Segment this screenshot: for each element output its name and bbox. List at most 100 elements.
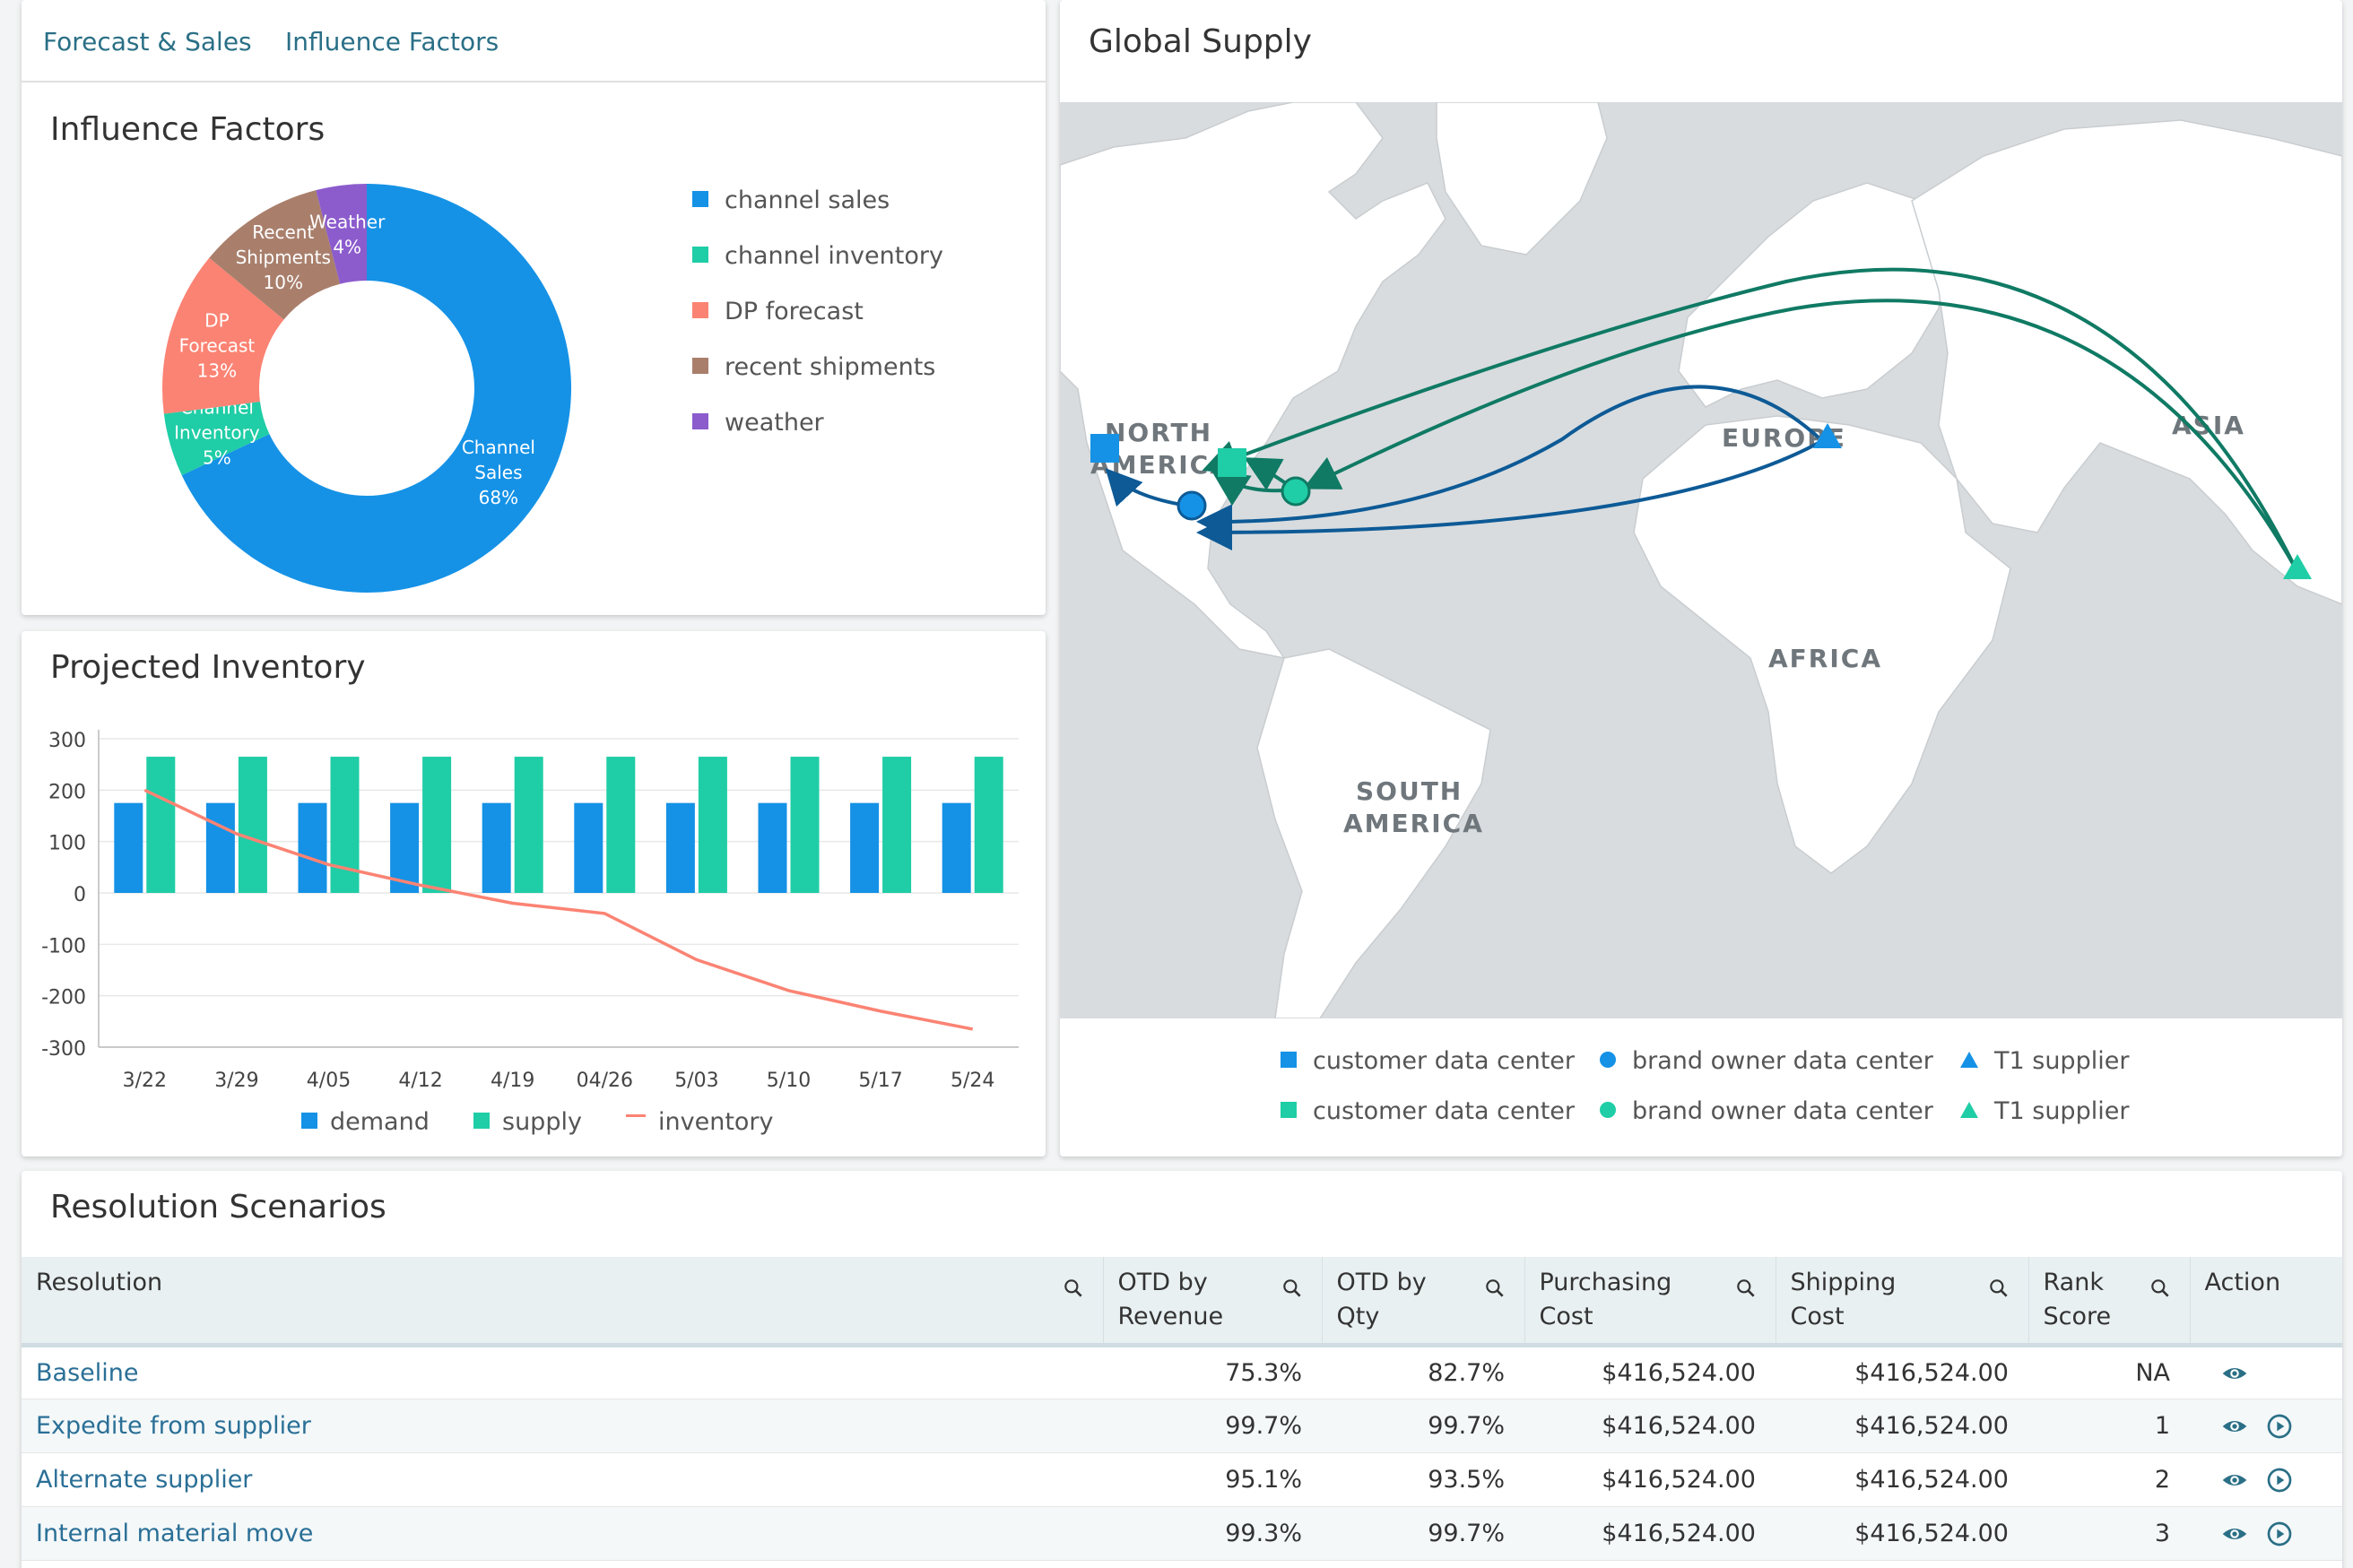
rank-score-cell: 3 xyxy=(2154,1520,2170,1547)
donut-slice-label: Recent xyxy=(252,221,314,243)
bar-demand xyxy=(758,802,787,893)
customer-data-center-marker-green[interactable] xyxy=(1218,448,1246,477)
route-blue-europe-to-brand-owner[interactable] xyxy=(1196,385,1820,541)
legend-dp-forecast[interactable]: DP forecast xyxy=(692,298,864,325)
otd-qty-cell: 82.7% xyxy=(1428,1359,1505,1387)
scenario-name-link[interactable]: Internal material move xyxy=(36,1520,314,1547)
play-circle-icon[interactable] xyxy=(2265,1520,2294,1548)
search-icon[interactable] xyxy=(1734,1277,1758,1300)
scenario-name-link[interactable]: Expedite from supplier xyxy=(36,1412,311,1440)
legend-weather[interactable]: weather xyxy=(692,409,824,437)
land-north-america xyxy=(1060,102,1446,660)
shipping-cost-cell: $416,524.00 xyxy=(1854,1359,2009,1387)
action-cell xyxy=(2190,1346,2342,1399)
legend-label: channel sales xyxy=(725,186,890,214)
column-header-otd-revenue[interactable]: OTD by Revenue xyxy=(1103,1257,1323,1346)
scenario-name-link[interactable]: Alternate supplier xyxy=(36,1466,253,1494)
donut-slice-recent-shipments[interactable] xyxy=(209,190,341,320)
route-green-asia-to-customer[interactable] xyxy=(1202,267,2297,569)
square-icon xyxy=(1281,1101,1297,1118)
donut-slice-label: Shipments xyxy=(236,247,331,268)
resolution-table: Resolution OTD by Revenue OTD by Qty Purch… xyxy=(22,1257,2342,1561)
map-legend-customer-green[interactable]: customer data center xyxy=(1281,1097,1575,1125)
map-legend-brand-owner-blue[interactable]: brand owner data center xyxy=(1600,1047,1933,1075)
legend-recent-shipments[interactable]: recent shipments xyxy=(692,353,935,381)
column-header-otd-qty[interactable]: OTD by Qty xyxy=(1322,1257,1525,1346)
x-tick-label: 3/29 xyxy=(214,1070,258,1092)
y-tick-label: -200 xyxy=(41,987,86,1009)
column-header-purchasing-cost[interactable]: Purchasing Cost xyxy=(1524,1257,1776,1346)
search-icon[interactable] xyxy=(1987,1277,2010,1300)
eye-icon[interactable] xyxy=(2220,1412,2249,1441)
customer-data-center-marker-blue[interactable] xyxy=(1090,434,1119,463)
search-icon[interactable] xyxy=(1483,1277,1506,1300)
donut-slice-channel-inventory[interactable] xyxy=(163,402,270,476)
column-header-rank-score[interactable]: Rank Score xyxy=(2028,1257,2191,1346)
legend-demand[interactable]: demand xyxy=(301,1108,430,1136)
legend-channel-sales[interactable]: channel sales xyxy=(692,186,890,214)
purchasing-cost-cell: $416,524.00 xyxy=(1602,1466,1756,1494)
x-tick-label: 4/12 xyxy=(398,1070,442,1092)
search-icon[interactable] xyxy=(1281,1277,1304,1300)
table-row[interactable]: Expedite from supplier 99.7% 99.7% $416,524… xyxy=(22,1399,2342,1453)
donut-slice-label: Inventory xyxy=(174,422,260,444)
donut-slice-channel-sales[interactable] xyxy=(181,184,571,593)
scenario-name-link[interactable]: Baseline xyxy=(36,1359,139,1387)
y-tick-label: 300 xyxy=(48,730,86,752)
x-tick-label: 04/26 xyxy=(577,1070,633,1092)
tab-bar: Forecast & Sales Influence Factors xyxy=(22,0,1046,82)
land-asia xyxy=(1911,119,2342,605)
resolution-scenarios-title: Resolution Scenarios xyxy=(50,1189,386,1226)
search-icon[interactable] xyxy=(1062,1277,1085,1300)
tab-forecast-sales[interactable]: Forecast & Sales xyxy=(43,27,252,56)
column-header-resolution[interactable]: Resolution xyxy=(22,1257,1104,1346)
otd-revenue-cell: 95.1% xyxy=(1225,1466,1302,1494)
rank-score-cell: 1 xyxy=(2154,1412,2170,1440)
route-blue-brand-to-customer[interactable] xyxy=(1105,468,1188,507)
brand-owner-data-center-marker-green[interactable] xyxy=(1281,476,1311,507)
table-row[interactable]: Internal material move 99.3% 99.7% $416,524… xyxy=(22,1506,2342,1561)
legend-label: brand owner data center xyxy=(1632,1047,1933,1075)
map-label-south-america: SOUTH xyxy=(1356,776,1463,806)
x-tick-label: 5/03 xyxy=(674,1070,718,1092)
legend-label: inventory xyxy=(658,1108,774,1136)
brand-owner-data-center-marker-blue[interactable] xyxy=(1176,490,1207,521)
route-blue-europe-to-brand-owner-2[interactable] xyxy=(1196,441,1819,550)
legend-supply[interactable]: supply xyxy=(473,1108,582,1136)
play-circle-icon[interactable] xyxy=(2265,1466,2294,1494)
donut-slice-label: Sales xyxy=(474,462,522,483)
tab-influence-factors[interactable]: Influence Factors xyxy=(285,27,499,56)
map-label-asia: ASIA xyxy=(2172,411,2245,440)
donut-slice-dp-forecast[interactable] xyxy=(162,257,284,414)
route-green-asia-to-brand-owner[interactable] xyxy=(1302,299,2297,569)
map-legend-brand-owner-green[interactable]: brand owner data center xyxy=(1600,1097,1933,1125)
donut-slice-label: 10% xyxy=(264,272,303,293)
t1-supplier-marker-blue[interactable] xyxy=(1813,423,1842,448)
action-cell xyxy=(2190,1399,2342,1453)
legend-inventory[interactable]: inventory xyxy=(626,1108,774,1136)
map-legend-customer-blue[interactable]: customer data center xyxy=(1281,1047,1575,1075)
eye-icon[interactable] xyxy=(2220,1466,2249,1494)
eye-icon[interactable] xyxy=(2220,1520,2249,1548)
donut-slice-label: Weather xyxy=(309,211,386,232)
otd-revenue-cell: 99.3% xyxy=(1225,1520,1302,1547)
table-row[interactable]: Baseline 75.3% 82.7% $416,524.00 $416,524.00… xyxy=(22,1346,2342,1399)
otd-qty-cell: 99.7% xyxy=(1428,1520,1505,1547)
column-header-shipping-cost[interactable]: Shipping Cost xyxy=(1776,1257,2029,1346)
table-row[interactable]: Alternate supplier 95.1% 93.5% $416,524.00 $… xyxy=(22,1453,2342,1507)
legend-swatch xyxy=(301,1112,317,1129)
world-map[interactable]: NORTH AMERICA EUROPE ASIA AFRICA SOUTH A… xyxy=(1060,102,2342,1018)
legend-label: customer data center xyxy=(1313,1097,1575,1125)
x-tick-label: 5/10 xyxy=(767,1070,811,1092)
y-tick-label: -100 xyxy=(41,935,86,957)
x-tick-label: 5/17 xyxy=(858,1070,902,1092)
map-legend-t1-supplier-green[interactable]: T1 supplier xyxy=(1960,1097,2129,1125)
t1-supplier-marker-green[interactable] xyxy=(2283,554,2312,579)
eye-icon[interactable] xyxy=(2220,1359,2249,1388)
donut-slice-weather[interactable] xyxy=(316,184,367,284)
map-legend-t1-supplier-blue[interactable]: T1 supplier xyxy=(1960,1047,2129,1075)
play-circle-icon[interactable] xyxy=(2265,1412,2294,1441)
search-icon[interactable] xyxy=(2149,1277,2172,1300)
bar-supply xyxy=(146,757,176,893)
legend-channel-inventory[interactable]: channel inventory xyxy=(692,242,943,270)
